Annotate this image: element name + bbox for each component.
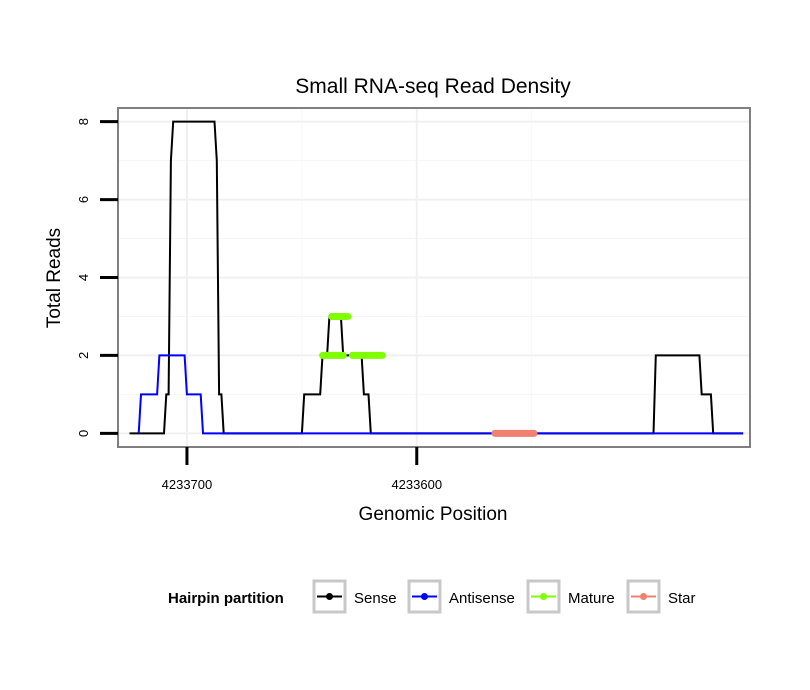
- y-tick-label: 6: [76, 196, 91, 203]
- chart-title: Small RNA-seq Read Density: [295, 75, 571, 98]
- legend-key-dot-star: [640, 593, 647, 600]
- y-axis: 0 2 4 6 8: [76, 118, 118, 437]
- legend-key-dot-mature: [540, 593, 547, 600]
- y-axis-label: Total Reads: [44, 228, 65, 328]
- series-layer: [129, 120, 744, 437]
- legend-label-sense: Sense: [354, 590, 397, 607]
- legend-label-antisense: Antisense: [449, 590, 515, 607]
- x-tick-label: 4233700: [162, 477, 213, 492]
- series-line-antisense: [137, 354, 744, 435]
- legend-title: Hairpin partition: [168, 590, 284, 607]
- legend-label-star: Star: [668, 590, 696, 607]
- legend-key-dot-sense: [326, 593, 333, 600]
- y-tick-label: 2: [76, 352, 91, 359]
- y-tick-label: 8: [76, 118, 91, 125]
- legend-label-mature: Mature: [568, 590, 615, 607]
- y-tick-label: 0: [76, 430, 91, 437]
- x-axis-label: Genomic Position: [359, 504, 508, 525]
- legend-key-dot-antisense: [421, 593, 428, 600]
- legend: Hairpin partition Sense Antisense Mature St…: [168, 579, 696, 614]
- x-axis: 4233700 4233600: [162, 447, 442, 492]
- y-tick-label: 4: [76, 274, 91, 281]
- x-tick-label: 4233600: [391, 477, 442, 492]
